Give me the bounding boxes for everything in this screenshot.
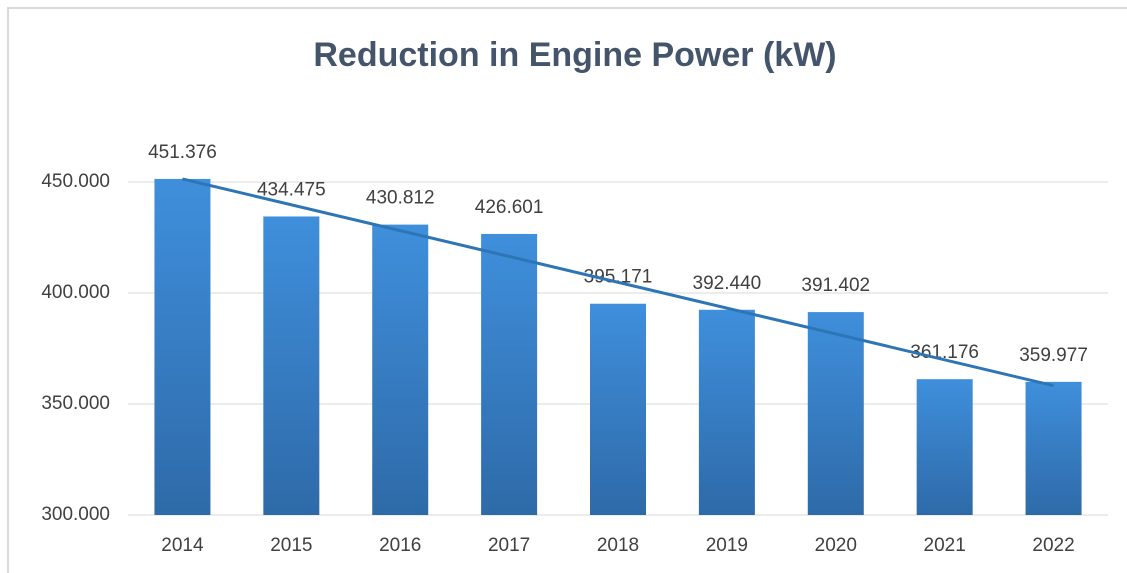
data-label: 391.402 <box>801 275 870 296</box>
bar <box>154 178 211 515</box>
y-tick-label: 450.000 <box>41 171 110 192</box>
x-tick-label: 2021 <box>924 535 966 556</box>
bar <box>698 309 755 515</box>
x-tick-label: 2014 <box>161 535 204 556</box>
x-tick-label: 2020 <box>815 535 857 556</box>
x-tick-label: 2018 <box>597 535 639 556</box>
x-tick-label: 2019 <box>706 535 748 556</box>
x-tick-label: 2016 <box>379 535 421 556</box>
bar <box>590 303 646 515</box>
y-tick-label: 300.000 <box>41 504 110 525</box>
data-label: 451.376 <box>148 142 217 163</box>
data-label: 426.601 <box>475 197 544 218</box>
x-tick-label: 2015 <box>270 535 312 556</box>
x-tick-label: 2022 <box>1032 535 1074 556</box>
bar <box>916 379 973 515</box>
data-label: 430.812 <box>366 188 435 209</box>
bar <box>263 216 320 515</box>
data-label: 392.440 <box>693 273 762 294</box>
y-tick-label: 350.000 <box>41 393 110 414</box>
data-label: 395.171 <box>584 267 653 288</box>
bar <box>372 224 429 516</box>
trendline <box>182 177 1054 388</box>
bar <box>807 312 864 515</box>
bar <box>481 233 538 515</box>
bar <box>1025 381 1082 515</box>
chart-title: Reduction in Engine Power (kW) <box>313 36 836 74</box>
data-label: 359.977 <box>1019 345 1088 366</box>
data-label: 434.475 <box>257 179 326 200</box>
x-tick-label: 2017 <box>488 535 530 556</box>
data-label: 361.176 <box>910 342 979 363</box>
y-tick-label: 400.000 <box>41 282 110 303</box>
